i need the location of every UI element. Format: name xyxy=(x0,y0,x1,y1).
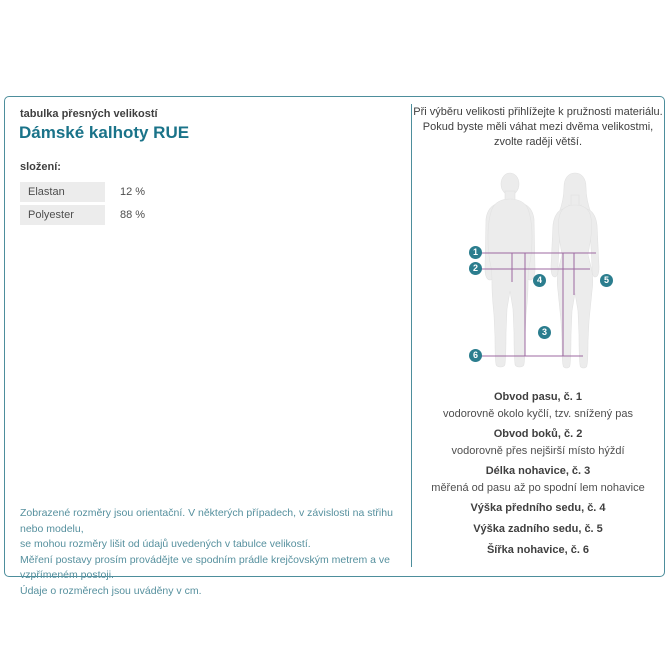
measurement-item: Výška zadního sedu, č. 5 xyxy=(412,521,664,537)
female-silhouette xyxy=(550,172,600,369)
composition-heading: složení: xyxy=(20,161,61,173)
measurement-item: Délka nohavice, č. 3 měřená od pasu až p… xyxy=(412,463,664,496)
measurement-lines xyxy=(481,252,596,357)
size-advice-text: Při výběru velikosti přihlížejte k pružn… xyxy=(412,105,664,150)
advice-line: Při výběru velikosti přihlížejte k pružn… xyxy=(413,106,663,118)
measurement-item: Výška předního sedu, č. 4 xyxy=(412,500,664,516)
table-row: Polyester 88 % xyxy=(20,205,240,225)
measurement-title: Šířka nohavice, č. 6 xyxy=(486,544,590,556)
measure-badge-1: 1 xyxy=(469,246,482,259)
measurement-diagram: 1 2 3 4 5 6 xyxy=(455,165,640,380)
disclaimer-line: Měření postavy prosím provádějte ve spod… xyxy=(20,553,390,582)
measure-badge-3: 3 xyxy=(538,326,551,339)
male-silhouette xyxy=(484,172,536,368)
measurement-title: Obvod boků, č. 2 xyxy=(493,428,583,440)
sheet-subtitle: tabulka přesných velikostí xyxy=(20,108,158,120)
column-divider xyxy=(411,104,412,567)
disclaimer-line: Zobrazené rozměry jsou orientační. V něk… xyxy=(20,507,393,535)
measurement-legend: Obvod pasu, č. 1 vodorovně okolo kyčlí, … xyxy=(412,389,664,563)
composition-table: Elastan 12 % Polyester 88 % xyxy=(20,182,240,228)
measure-badge-4: 4 xyxy=(533,274,546,287)
size-chart-sheet: tabulka přesných velikostí Dámské kalhot… xyxy=(4,96,665,597)
table-row: Elastan 12 % xyxy=(20,182,240,202)
disclaimer-line: se mohou rozměry lišit od údajů uvedenýc… xyxy=(20,538,311,550)
advice-line: Pokud byste měli váhat mezi dvěma veliko… xyxy=(422,121,654,133)
advice-line: zvolte raději větší. xyxy=(493,136,583,148)
material-name: Polyester xyxy=(20,205,105,225)
measurement-item: Obvod boků, č. 2 vodorovně přes nejširší… xyxy=(412,426,664,459)
product-title: Dámské kalhoty RUE xyxy=(19,123,190,142)
measurement-description: vodorovně okolo kyčlí, tzv. snížený pas xyxy=(443,408,633,420)
measurement-title: Délka nohavice, č. 3 xyxy=(485,465,591,477)
body-silhouettes-figure xyxy=(481,172,600,369)
measurement-description: vodorovně přes nejširší místo hýždí xyxy=(451,445,625,457)
measurement-title: Výška zadního sedu, č. 5 xyxy=(473,523,603,535)
measure-badge-5: 5 xyxy=(600,274,613,287)
measurement-item: Šířka nohavice, č. 6 xyxy=(412,542,664,558)
measurement-title: Obvod pasu, č. 1 xyxy=(493,391,583,403)
measure-badge-6: 6 xyxy=(469,349,482,362)
disclaimer-text: Zobrazené rozměry jsou orientační. V něk… xyxy=(20,506,405,599)
measurement-item: Obvod pasu, č. 1 vodorovně okolo kyčlí, … xyxy=(412,389,664,422)
measurement-description: měřená od pasu až po spodní lem nohavice xyxy=(431,482,645,494)
disclaimer-line: Údaje o rozměrech jsou uváděny v cm. xyxy=(20,584,202,597)
material-name: Elastan xyxy=(20,182,105,202)
material-percent: 12 % xyxy=(120,186,146,198)
measurement-title: Výška předního sedu, č. 4 xyxy=(470,502,606,514)
measure-badge-2: 2 xyxy=(469,262,482,275)
material-percent: 88 % xyxy=(120,209,146,221)
